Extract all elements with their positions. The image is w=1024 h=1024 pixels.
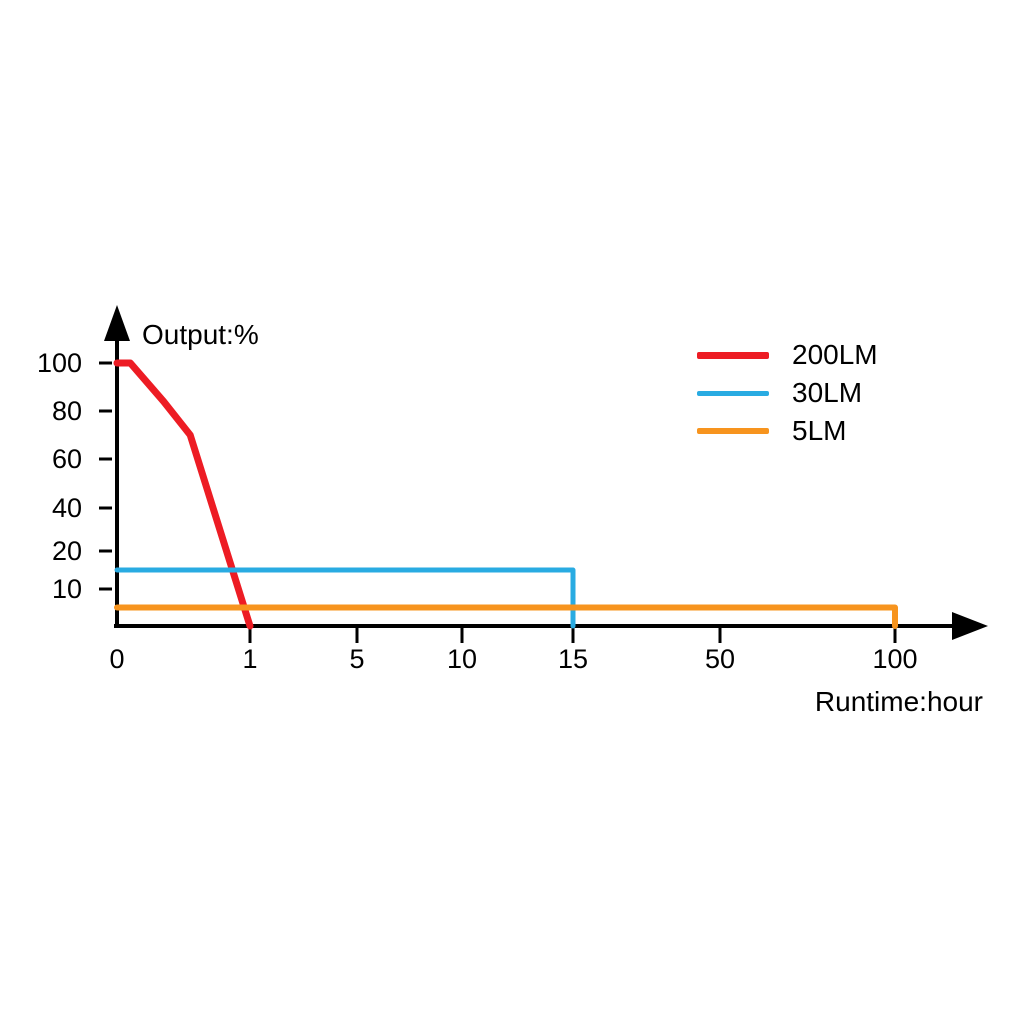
x-tick-label: 0 (109, 644, 125, 674)
y-tick-label: 80 (51, 396, 82, 426)
y-tick-label: 60 (51, 444, 82, 474)
legend-item: 200LM (697, 336, 878, 374)
x-tick-label: 50 (704, 644, 736, 674)
legend-label: 30LM (792, 377, 863, 408)
y-tick-label: 10 (51, 574, 82, 604)
y-axis-arrow (104, 305, 130, 341)
legend-swatch (697, 390, 769, 396)
x-tick-label: 5 (349, 644, 365, 674)
x-tick-label: 1 (242, 644, 258, 674)
series-line-200LM (113, 359, 254, 630)
y-tick-label: 20 (51, 536, 82, 566)
legend-swatch (697, 428, 769, 434)
y-axis-title: Output:% (142, 319, 259, 350)
legend-label: 5LM (792, 415, 847, 446)
x-tick-label: 100 (872, 644, 918, 674)
y-tick-label: 40 (51, 493, 82, 523)
x-axis-title: Runtime:hour (814, 686, 983, 717)
x-tick-label: 15 (557, 644, 589, 674)
x-tick-label: 10 (446, 644, 478, 674)
legend-item: 5LM (697, 412, 878, 450)
y-tick-label: 100 (36, 348, 82, 378)
legend: 200LM 30LM 5LM (697, 336, 878, 450)
legend-swatch (697, 351, 769, 359)
legend-item: 30LM (697, 374, 878, 412)
x-axis-arrow (952, 612, 988, 640)
series-line-30LM (114, 567, 576, 629)
legend-label: 200LM (792, 339, 878, 370)
series-line-5LM (114, 604, 898, 629)
